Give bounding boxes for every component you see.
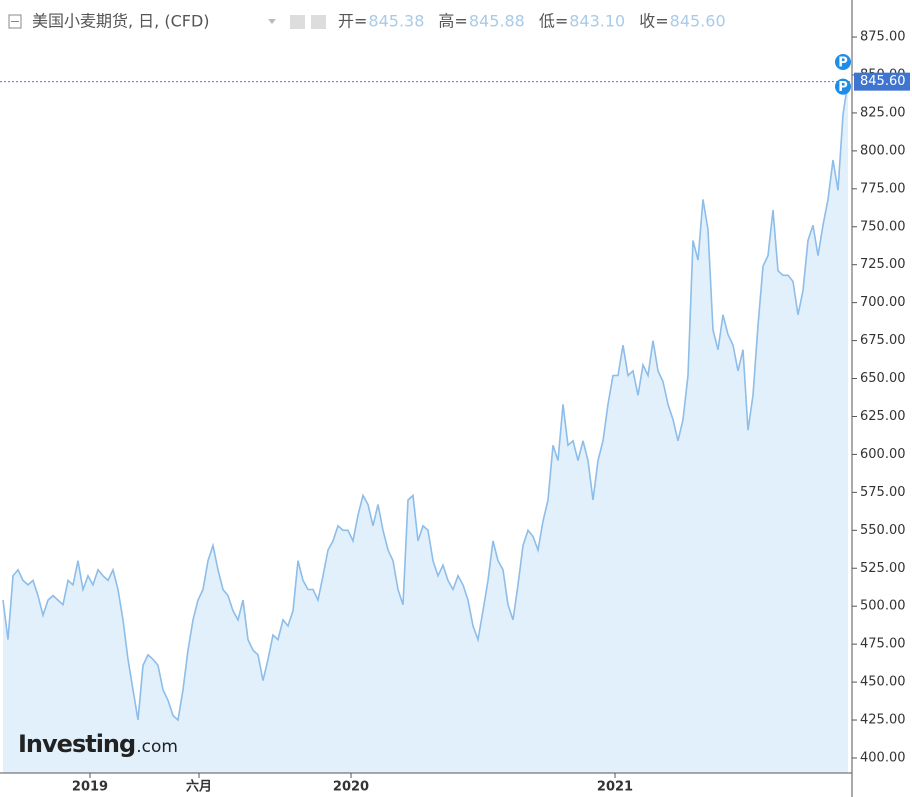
ohlc-header: 开= 845.38 高= 845.88 低= 843.10 收= 845.60 xyxy=(338,12,726,31)
ohlc-label: 高= xyxy=(438,12,467,31)
y-tick-label: 575.00 xyxy=(860,485,906,500)
ohlc-value: 845.88 xyxy=(469,12,525,31)
y-tick-label: 400.00 xyxy=(860,750,906,765)
y-tick-label: 800.00 xyxy=(860,143,906,158)
x-tick-label: 六月 xyxy=(186,779,212,795)
logo-suffix: .com xyxy=(136,737,178,757)
ohlc-label: 低= xyxy=(539,12,568,31)
ohlc-value: 845.60 xyxy=(670,12,726,31)
marker-dot xyxy=(835,54,851,70)
y-tick-label: 725.00 xyxy=(860,257,906,272)
ohlc-label: 开= xyxy=(338,12,367,31)
y-tick-label: 675.00 xyxy=(860,333,906,348)
last-price-tag xyxy=(854,72,910,91)
collapse-icon[interactable] xyxy=(8,14,22,29)
y-tick-label: 625.00 xyxy=(860,409,906,424)
logo-text: Investing xyxy=(18,730,135,758)
x-tick-label: 2020 xyxy=(333,780,369,795)
area xyxy=(3,81,848,773)
ohlc-label: 收= xyxy=(639,12,668,31)
y-tick-label: 825.00 xyxy=(860,105,906,120)
y-tick-label: 600.00 xyxy=(860,447,906,462)
y-tick-label: 475.00 xyxy=(860,637,906,652)
dropdown-arrow[interactable] xyxy=(268,19,276,24)
y-tick-label: 500.00 xyxy=(860,599,906,614)
y-tick-label: 700.00 xyxy=(860,295,906,310)
settings-icon[interactable] xyxy=(311,15,326,29)
chart-title: 美国小麦期货, 日, (CFD) xyxy=(32,12,210,31)
ohlc-value: 845.38 xyxy=(368,12,424,31)
y-tick-label: 450.00 xyxy=(860,675,906,690)
last-price-label: 845.60 xyxy=(860,74,906,89)
price-line xyxy=(2,81,849,722)
y-tick-label: 650.00 xyxy=(860,371,906,386)
x-tick-label: 2019 xyxy=(72,780,108,795)
ohlc-value: 843.10 xyxy=(569,12,625,31)
marker-dot xyxy=(835,78,851,95)
x-tick-label: 2021 xyxy=(597,780,633,795)
plot-area xyxy=(2,81,849,773)
eye-icon[interactable] xyxy=(290,15,305,29)
y-tick-label: 875.00 xyxy=(860,30,906,45)
y-tick-label: 550.00 xyxy=(860,523,906,538)
y-tick-label: 425.00 xyxy=(860,713,906,728)
y-tick-label: 750.00 xyxy=(860,219,906,234)
y-tick-label: 775.00 xyxy=(860,181,906,196)
y-tick-label: 525.00 xyxy=(860,561,906,576)
marker-label: P xyxy=(838,56,848,71)
marker-label: P xyxy=(838,80,848,95)
